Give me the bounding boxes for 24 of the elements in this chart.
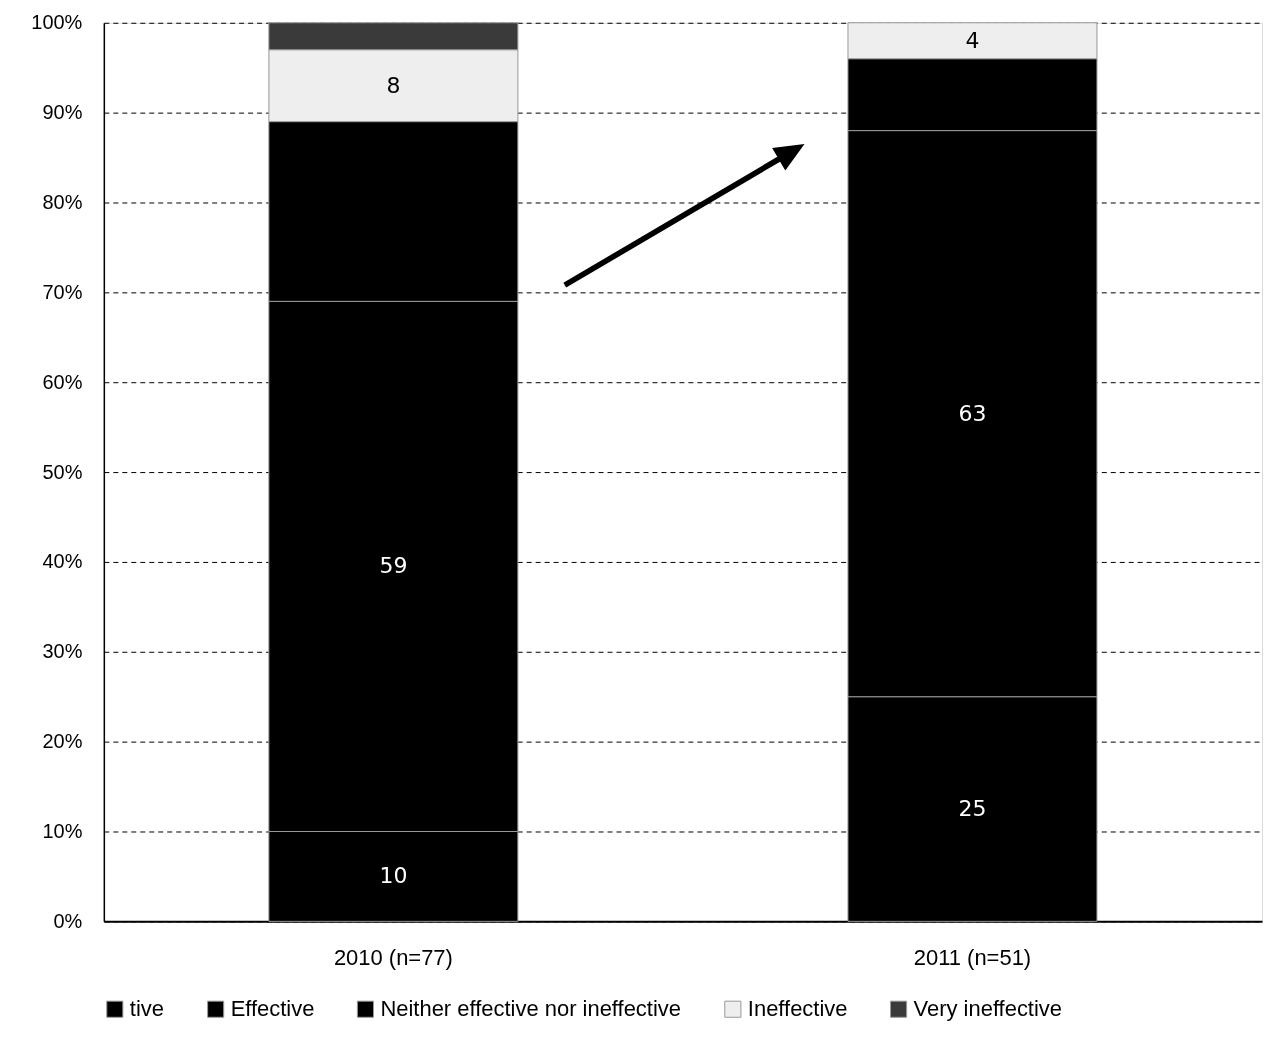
y-tick-label: 70% — [42, 280, 83, 303]
data-label: 63 — [958, 400, 987, 426]
y-tick-label: 50% — [42, 460, 83, 483]
data-label: 25 — [958, 796, 987, 822]
legend-label: Neither effective nor ineffective — [380, 996, 682, 1022]
data-label: 59 — [379, 553, 408, 579]
y-tick-label: 100% — [31, 11, 83, 34]
y-tick-label: 0% — [53, 909, 83, 932]
y-tick-label: 20% — [42, 730, 83, 753]
legend-label: Effective — [230, 996, 315, 1022]
data-label: 10 — [379, 863, 408, 889]
data-label: 4 — [965, 27, 980, 53]
y-tick-label: 10% — [42, 819, 83, 842]
y-tick-label: 90% — [42, 101, 83, 124]
y-tick-label: 60% — [42, 370, 83, 393]
y-tick-label: 40% — [42, 550, 83, 573]
y-tick-label: 30% — [42, 640, 83, 663]
legend-label: Very ineffective — [913, 996, 1063, 1022]
x-tick-label: 2010 (n=77) — [333, 944, 453, 970]
x-tick-label: 2011 (n=51) — [913, 944, 1032, 970]
data-label: 8 — [386, 72, 401, 98]
legend-label: Ineffective — [747, 996, 848, 1022]
legend-label: tive — [129, 996, 164, 1022]
y-tick-label: 80% — [42, 190, 83, 213]
